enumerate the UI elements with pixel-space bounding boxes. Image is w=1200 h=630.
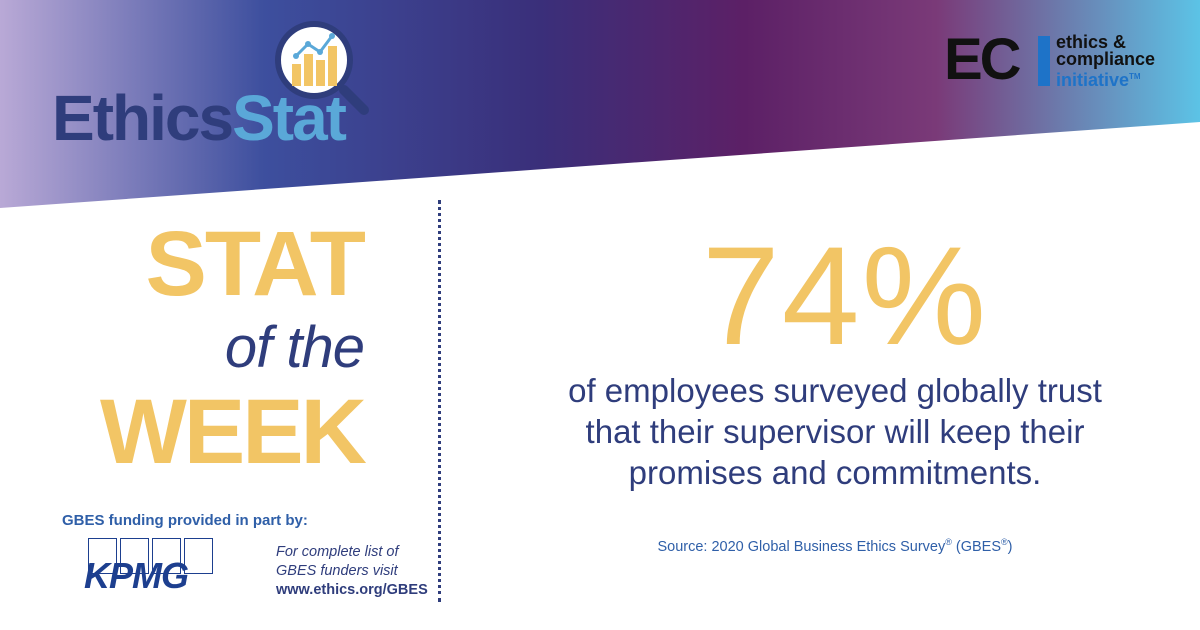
stat-value: 74% (701, 217, 989, 374)
source-text: Source: 2020 Global Business Ethics Surv… (657, 538, 946, 555)
dotted-divider (438, 200, 441, 602)
title-week: WEEK (100, 381, 367, 483)
eci-logo: EC ethics & compliance initiativeTM (944, 27, 1184, 94)
funders-note: For complete list of GBES funders visit … (276, 543, 428, 600)
eci-line-initiative: initiativeTM (1056, 68, 1155, 89)
funders-url-link[interactable]: www.ethics.org/GBES (276, 582, 428, 598)
stat-description-line3: promises and commitments. (628, 454, 1042, 491)
kpmg-box (120, 538, 149, 574)
title-stat: STAT (145, 213, 366, 315)
funders-note-line1: For complete list of (276, 544, 399, 560)
eci-line-compliance: compliance (1056, 49, 1156, 69)
source-abbr-close: ) (1007, 538, 1013, 555)
source-abbr-open: (GBES (951, 538, 1002, 555)
kpmg-box (184, 538, 213, 574)
source-registered-mark: ® (945, 537, 952, 547)
funding-label: GBES funding provided in part by: (62, 512, 308, 529)
source-citation: Source: 2020 Global Business Ethics Surv… (500, 537, 1170, 555)
source-abbr-registered-mark: ® (1001, 537, 1008, 547)
kpmg-box (88, 538, 117, 574)
eci-wordmark: ethics & compliance initiativeTM (1056, 32, 1156, 89)
stat-description-line2: that their supervisor will keep their (585, 413, 1085, 450)
magnifier-chart-icon (275, 21, 369, 115)
eci-letters: EC (944, 27, 1022, 92)
brand-ethics-text: Ethics (52, 82, 234, 154)
ethicsstat-wordmark: EthicsStat (52, 86, 347, 150)
title-of-the: of the (224, 315, 365, 380)
eci-line-ethics: ethics & (1056, 32, 1127, 52)
eci-initiative-text: initiative (1056, 70, 1130, 90)
funders-note-line2: GBES funders visit (276, 563, 398, 579)
ethicsstat-logo: EthicsStat (52, 20, 382, 150)
kpmg-logo: KPMG (84, 538, 224, 596)
kpmg-wordmark: KPMG (84, 555, 189, 596)
eci-bar-mark (1038, 36, 1050, 86)
stat-description: of employees surveyed globally trust tha… (500, 370, 1170, 493)
kpmg-box (152, 538, 181, 574)
eci-trademark: TM (1129, 72, 1141, 81)
kpmg-boxes (88, 538, 213, 574)
brand-stat-text: Stat (232, 82, 347, 154)
stat-description-line1: of employees surveyed globally trust (568, 372, 1102, 409)
